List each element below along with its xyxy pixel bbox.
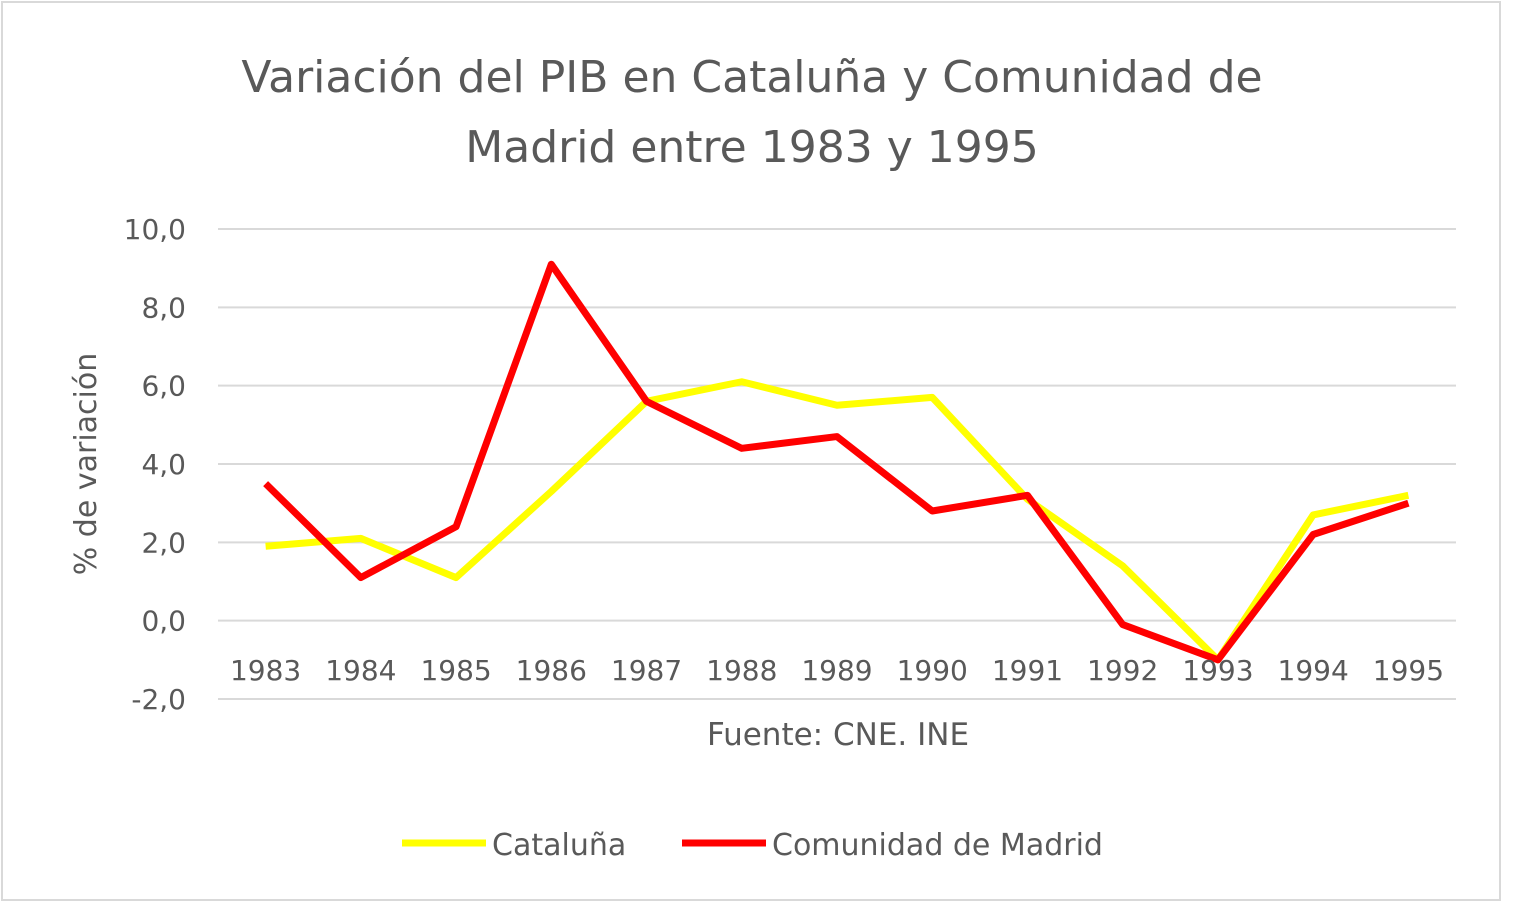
chart-title-line-1: Variación del PIB en Cataluña y Comunida… [241,52,1262,103]
y-axis-label: % de variación [69,353,104,575]
chart-border [1,1,1501,901]
y-tick-label: 10,0 [124,213,186,246]
y-tick-label: -2,0 [131,683,186,716]
legend-label-madrid: Comunidad de Madrid [772,828,1103,863]
x-tick-label: 1991 [992,654,1063,687]
y-tick-label: 0,0 [141,605,186,638]
x-tick-label: 1985 [420,654,491,687]
x-tick-label: 1993 [1182,654,1253,687]
x-tick-label: 1989 [801,654,872,687]
legend: Cataluña Comunidad de Madrid [402,828,1103,863]
y-tick-label: 8,0 [141,291,186,324]
x-tick-label: 1984 [325,654,396,687]
y-tick-label: 2,0 [141,526,186,559]
legend-label-cataluna: Cataluña [492,828,626,863]
x-tick-label: 1990 [897,654,968,687]
x-tick-label: 1994 [1278,654,1349,687]
x-tick-label: 1986 [516,654,587,687]
x-tick-label: 1992 [1087,654,1158,687]
y-tick-label: 4,0 [141,448,186,481]
series-line-madrid [263,260,1410,664]
chart-title-line-2: Madrid entre 1983 y 1995 [465,122,1038,173]
series-line-cataluna [265,378,1410,664]
y-tick-label: 6,0 [141,370,186,403]
x-tick-label: 1987 [611,654,682,687]
x-axis-label: Fuente: CNE. INE [707,717,969,753]
x-tick-label: 1995 [1373,654,1444,687]
x-tick-label: 1988 [706,654,777,687]
x-tick-label: 1983 [230,654,301,687]
